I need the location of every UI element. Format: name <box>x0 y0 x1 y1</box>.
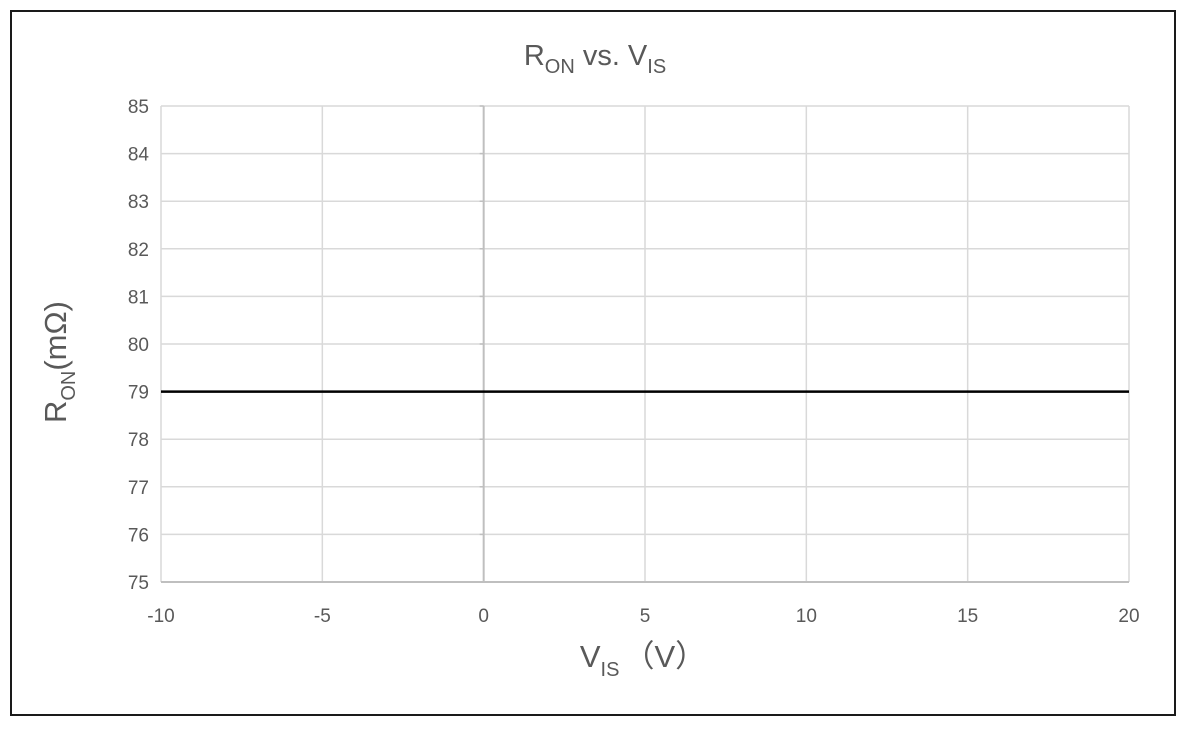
y-tick-label: 81 <box>128 287 149 308</box>
x-tick-label: 20 <box>1118 606 1139 627</box>
y-axis-title-sub: ON <box>58 371 80 401</box>
x-tick-label: 5 <box>640 606 651 627</box>
grid-layer <box>160 105 1130 583</box>
axis-layer <box>161 105 1129 583</box>
tick-label-layer: 75 76 77 78 79 80 81 82 83 84 85 -10 -5 0 5 10 15 20 <box>128 97 1140 627</box>
chart-title-middle: vs. V <box>575 40 648 72</box>
x-tick-label: -5 <box>314 606 331 627</box>
y-axis-title-units: (mΩ) <box>38 301 73 371</box>
y-tick-label: 83 <box>128 192 149 213</box>
y-tick-label: 77 <box>128 478 149 499</box>
x-tick-label: 0 <box>478 606 489 627</box>
x-axis-title-sub: IS <box>601 659 620 681</box>
y-axis-title-main: R <box>38 401 73 423</box>
x-tick-label: 10 <box>796 606 817 627</box>
y-tick-label: 82 <box>128 240 149 261</box>
x-tick-label: 15 <box>957 606 978 627</box>
y-tick-label: 80 <box>128 335 149 356</box>
chart-title-main: R <box>524 40 545 72</box>
x-axis-title: VIS （V） <box>580 639 706 681</box>
y-axis-title: RON(mΩ) <box>38 301 80 423</box>
chart-frame: 75 76 77 78 79 80 81 82 83 84 85 -10 -5 0 5 10 15 20 RON … <box>10 10 1176 716</box>
x-axis-title-main: V <box>580 639 601 674</box>
chart-title: RON vs. VIS <box>524 40 666 78</box>
y-tick-label: 85 <box>128 97 149 118</box>
y-tick-label: 76 <box>128 525 149 546</box>
y-tick-label: 84 <box>128 145 150 166</box>
chart-title-main-sub: ON <box>545 56 575 78</box>
x-tick-label: -10 <box>147 606 174 627</box>
y-tick-label: 78 <box>128 430 149 451</box>
y-tick-label: 75 <box>128 573 149 594</box>
x-axis-title-units: （V） <box>623 639 706 674</box>
chart-title-end-sub: IS <box>647 56 666 78</box>
y-tick-label: 79 <box>128 383 149 404</box>
chart-svg: 75 76 77 78 79 80 81 82 83 84 85 -10 -5 0 5 10 15 20 RON … <box>38 40 1140 681</box>
